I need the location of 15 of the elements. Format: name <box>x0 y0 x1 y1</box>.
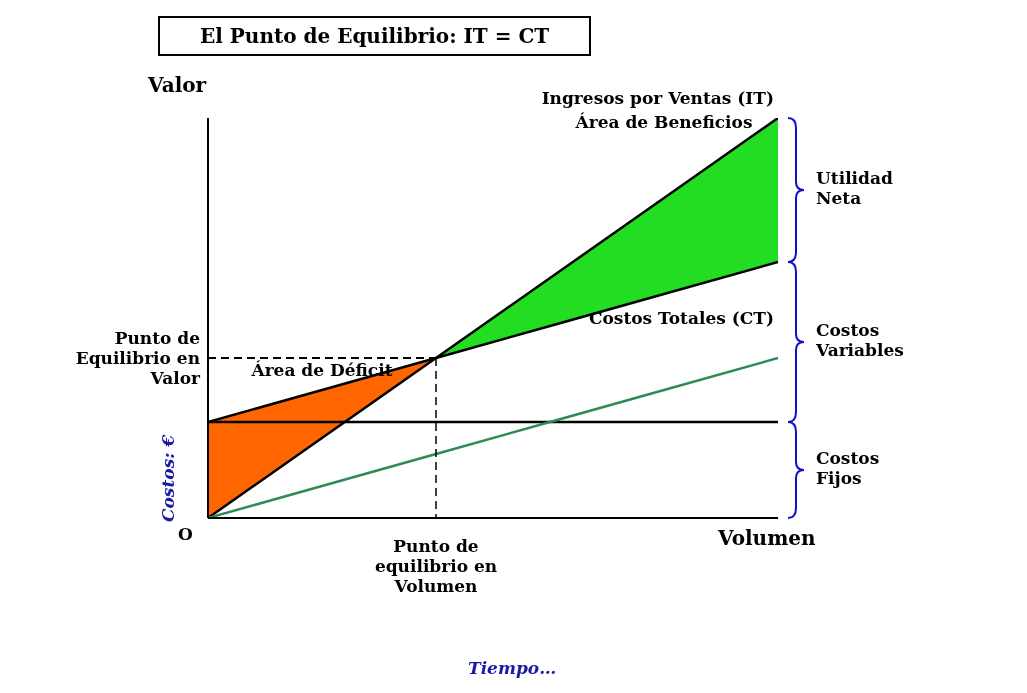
series-label: Costos Totales (CT) <box>588 308 774 328</box>
ref-line-label: Punto de Equilibrio en Valor <box>75 328 202 388</box>
series-label: Ingresos por Ventas (IT) <box>541 88 774 108</box>
y-axis-title: Valor <box>148 73 207 97</box>
text: Costos: € <box>158 434 178 522</box>
x-axis-title: Volumen <box>718 526 816 550</box>
text: O <box>178 524 193 544</box>
text: Costos Fijos <box>816 448 881 488</box>
chart-title: El Punto de Equilibrio: IT = CT <box>158 16 592 56</box>
series-label: Área de Beneficios <box>574 112 753 132</box>
text: Costos Variables <box>816 320 905 360</box>
text: Utilidad Neta <box>816 168 894 208</box>
text: Tiempo… <box>468 658 557 678</box>
text: Punto de equilibrio en Volumen <box>373 536 499 596</box>
series-label: Área de Déficit <box>250 360 393 380</box>
